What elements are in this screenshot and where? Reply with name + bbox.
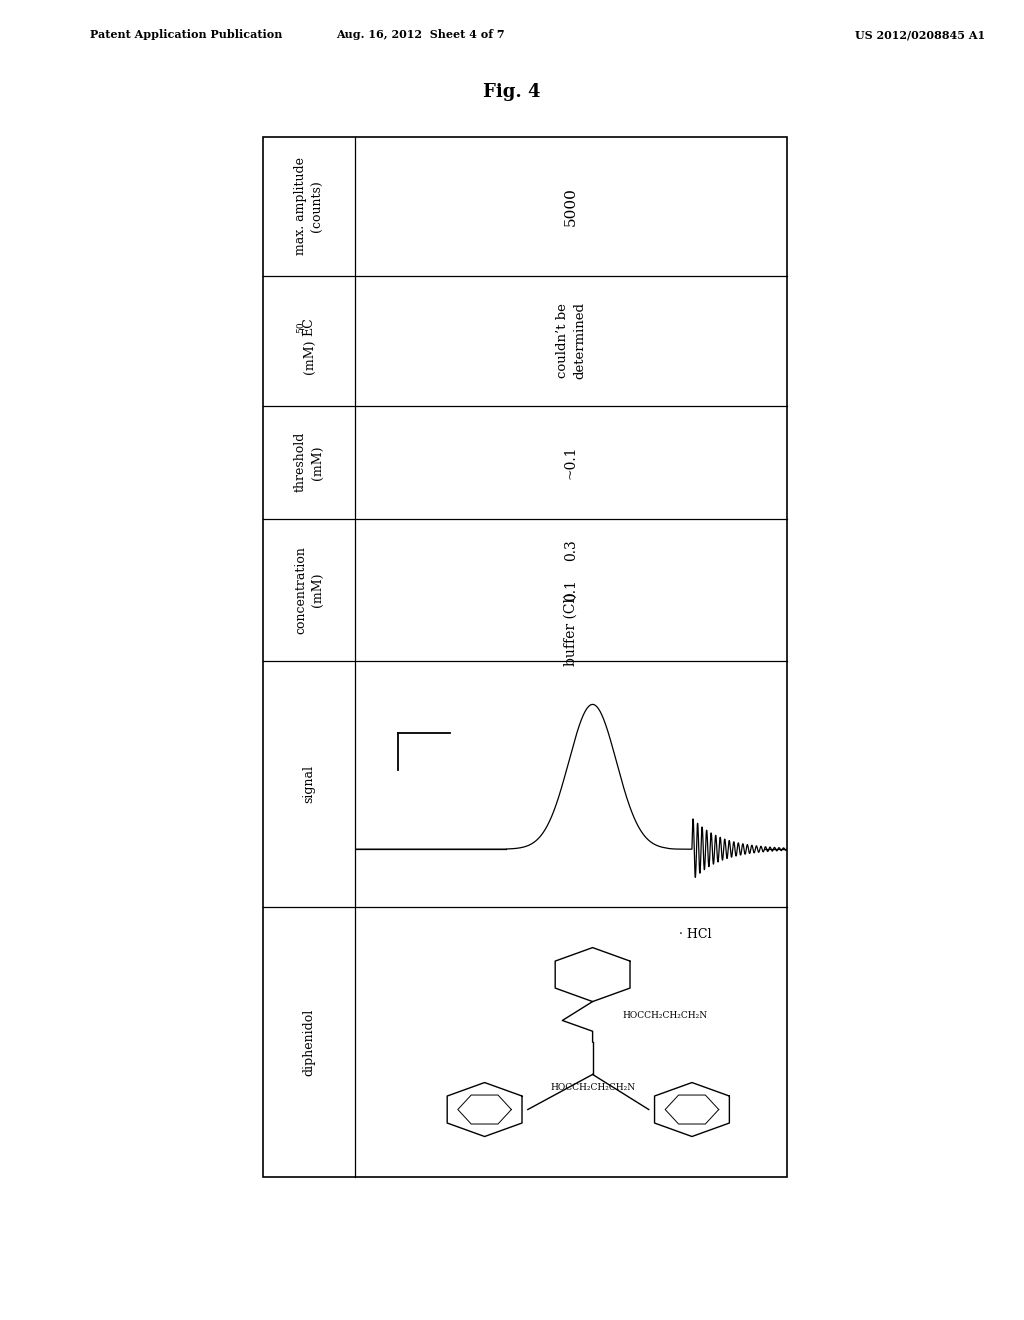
Text: Fig. 4: Fig. 4 — [483, 83, 541, 102]
Text: EC: EC — [302, 318, 315, 337]
Text: Patent Application Publication: Patent Application Publication — [90, 29, 283, 41]
Text: signal: signal — [302, 766, 315, 803]
Text: · HCl: · HCl — [679, 928, 712, 941]
Text: US 2012/0208845 A1: US 2012/0208845 A1 — [855, 29, 985, 41]
Text: diphenidol: diphenidol — [302, 1008, 315, 1076]
Text: (mM): (mM) — [302, 339, 315, 374]
Bar — [263, 137, 787, 1177]
Text: HOCCH₂CH₂CH₂N: HOCCH₂CH₂CH₂N — [623, 1011, 708, 1019]
Text: 0.1: 0.1 — [564, 578, 578, 601]
Text: 50: 50 — [297, 321, 305, 333]
Text: couldn’t be
determined: couldn’t be determined — [555, 302, 587, 379]
Text: buffer (Cl): buffer (Cl) — [564, 593, 578, 667]
Text: max. amplitude
(counts): max. amplitude (counts) — [294, 157, 324, 256]
Text: ~0.1: ~0.1 — [564, 446, 578, 479]
Text: HOCCH₂CH₂CH₂N: HOCCH₂CH₂CH₂N — [550, 1082, 635, 1092]
Text: Aug. 16, 2012  Sheet 4 of 7: Aug. 16, 2012 Sheet 4 of 7 — [336, 29, 504, 41]
Text: 5000: 5000 — [564, 187, 578, 226]
Text: 0.3: 0.3 — [564, 539, 578, 561]
Text: threshold
(mM): threshold (mM) — [294, 432, 324, 492]
Text: concentration
(mM): concentration (mM) — [294, 545, 324, 634]
